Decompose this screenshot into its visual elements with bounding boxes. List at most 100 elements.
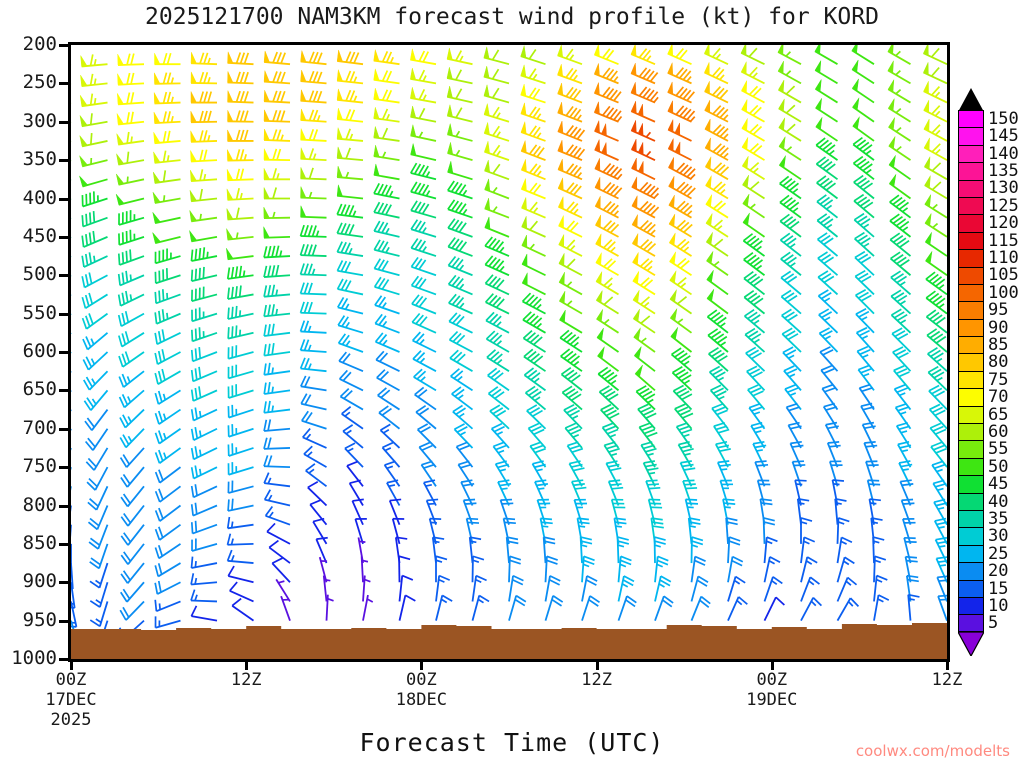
wind-barb <box>836 536 853 564</box>
wind-barb <box>116 111 145 126</box>
wind-barb <box>447 161 473 181</box>
wind-barb <box>302 428 327 449</box>
wind-barb <box>263 70 291 85</box>
wind-barb <box>594 139 619 161</box>
wind-barb <box>226 533 254 546</box>
wind-barb <box>190 169 218 183</box>
wind-barb <box>79 132 108 148</box>
wind-barb <box>447 123 473 142</box>
colorbar-cell <box>958 283 984 302</box>
wind-barb <box>494 460 510 487</box>
wind-barb <box>117 310 145 328</box>
wind-barb <box>559 290 583 315</box>
wind-barb <box>484 178 510 200</box>
wind-barb <box>925 309 947 334</box>
wind-barb <box>816 194 839 219</box>
wind-barb <box>190 446 218 461</box>
wind-barb <box>745 346 766 372</box>
wind-barb <box>936 575 947 602</box>
wind-barb <box>800 536 816 564</box>
wind-barb <box>779 213 802 238</box>
colorbar-tick-label: 55 <box>988 439 1009 460</box>
wind-barb <box>86 466 109 491</box>
wind-barb <box>594 45 619 66</box>
wind-barb <box>706 251 729 276</box>
wind-barb <box>410 238 437 257</box>
wind-barb <box>670 327 693 353</box>
wind-barb <box>708 365 729 392</box>
x-axis-tick <box>70 661 73 670</box>
wind-barb <box>669 270 693 296</box>
wind-barb <box>227 498 254 512</box>
wind-barb <box>559 309 583 334</box>
wind-barb <box>817 270 839 296</box>
wind-barb <box>717 460 731 487</box>
wind-barb <box>79 155 108 168</box>
wind-barb <box>903 536 917 564</box>
wind-barb <box>115 193 145 206</box>
wind-barb <box>607 479 624 506</box>
wind-barb <box>787 421 802 449</box>
x-axis-tick-label: 12Z <box>931 670 963 690</box>
wind-barb <box>631 195 660 219</box>
wind-barb <box>465 517 480 545</box>
wind-barb <box>336 69 364 85</box>
wind-barb <box>84 428 109 451</box>
y-axis-tick <box>59 312 69 316</box>
wind-barb <box>521 292 546 315</box>
wind-barb <box>485 293 510 315</box>
wind-barb <box>852 155 875 181</box>
wind-barb <box>899 479 914 506</box>
wind-barb <box>190 465 218 480</box>
colorbar-tick-label: 65 <box>988 404 1009 425</box>
wind-barb <box>373 258 400 277</box>
colorbar-tick-label: 100 <box>988 282 1019 303</box>
wind-barb <box>497 479 512 506</box>
wind-barb <box>740 45 765 65</box>
wind-barb <box>672 384 693 411</box>
wind-barb <box>596 309 619 334</box>
wind-barb <box>263 419 291 432</box>
wind-barb <box>154 466 182 484</box>
colorbar-tick-label: 80 <box>988 352 1009 373</box>
wind-barb <box>300 167 327 181</box>
wind-barb <box>300 128 327 142</box>
wind-barb <box>120 466 145 488</box>
wind-barb <box>118 210 145 226</box>
wind-barb <box>742 212 766 238</box>
wind-barb <box>709 384 729 411</box>
wind-barb <box>154 309 181 325</box>
wind-barb <box>873 594 890 621</box>
wind-barb <box>484 274 510 296</box>
wind-barb <box>564 422 583 449</box>
wind-barb <box>746 365 766 391</box>
wind-barb <box>410 181 437 200</box>
wind-barb <box>924 232 947 257</box>
wind-barb <box>557 140 586 161</box>
wind-barb <box>631 214 656 238</box>
colorbar-tick-label: 110 <box>988 247 1019 268</box>
wind-barb <box>154 349 181 366</box>
wind-barb <box>925 251 947 276</box>
wind-barb <box>557 45 583 66</box>
wind-barb <box>821 383 839 411</box>
wind-barb <box>374 295 400 315</box>
wind-barb <box>120 524 145 546</box>
wind-barb <box>667 62 692 85</box>
wind-barb <box>336 203 364 219</box>
colorbar-cell <box>958 614 984 632</box>
colorbar-tick-label: 135 <box>988 160 1019 181</box>
wind-barb <box>935 556 947 583</box>
x-axis-tick-label: 00Z 18DEC <box>395 670 447 710</box>
colorbar-tick-label: 40 <box>988 491 1009 512</box>
wind-barb <box>80 54 108 68</box>
wind-barb <box>412 331 437 353</box>
wind-barb <box>79 113 108 128</box>
wind-barb <box>378 405 401 430</box>
wind-barb <box>448 293 473 315</box>
wind-barb <box>190 484 218 499</box>
wind-barb <box>892 346 912 372</box>
wind-barb <box>373 126 400 142</box>
colorbar-cell <box>958 144 984 163</box>
wind-barb <box>781 327 802 353</box>
